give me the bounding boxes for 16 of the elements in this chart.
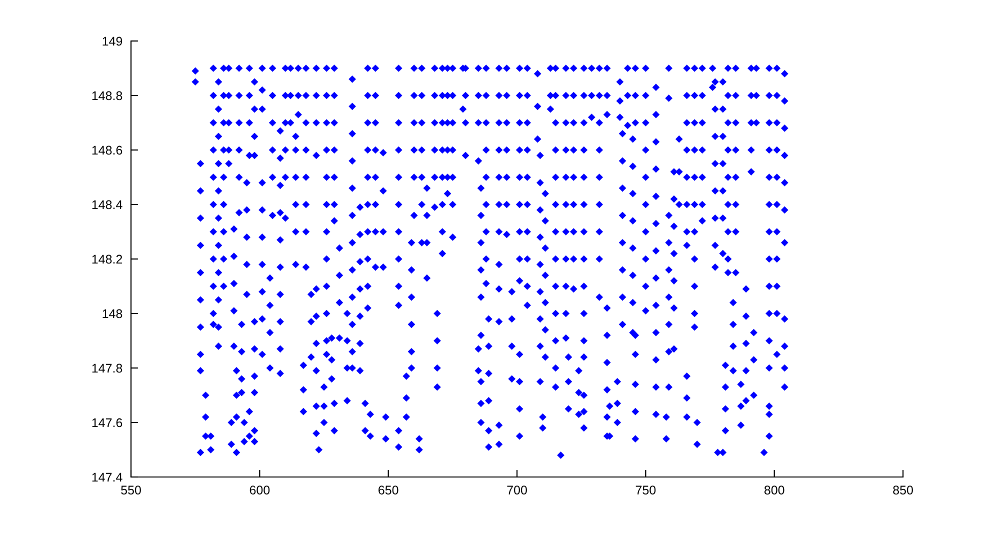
y-tick-label: 148.4 <box>92 200 122 210</box>
x-tick-label: 550 <box>121 486 141 495</box>
y-tick-label: 147.8 <box>92 364 122 373</box>
y-tick-label: 148.8 <box>92 91 122 100</box>
y-tick-label: 147.6 <box>92 418 122 428</box>
x-tick-label: 600 <box>250 486 270 495</box>
y-tick-label: 148 <box>102 309 122 318</box>
x-tick-label: 750 <box>636 486 656 495</box>
y-tick-label: 148.6 <box>92 146 122 155</box>
x-tick-label: 800 <box>764 486 784 495</box>
y-tick-label: 148.2 <box>92 254 122 264</box>
x-tick-label: 650 <box>378 486 398 495</box>
x-tick-label: 700 <box>507 486 527 495</box>
x-tick-label: 850 <box>893 486 913 495</box>
y-tick-label: 147.4 <box>92 472 122 482</box>
y-tick-label: 149 <box>102 36 122 46</box>
